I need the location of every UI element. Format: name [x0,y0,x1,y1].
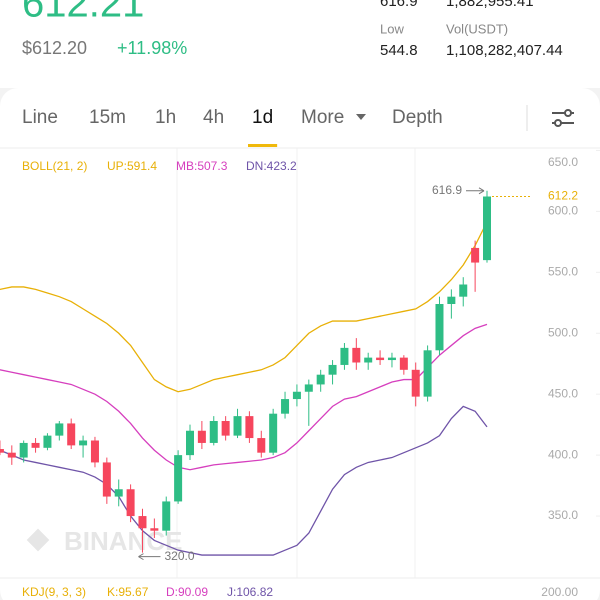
candle-body [102,462,111,497]
candle-body [435,304,444,351]
candle-body [221,421,230,436]
candle-body [257,438,266,453]
indicator-legend: UP:591.4 [107,159,157,173]
max-price-label: 616.9 [432,183,462,197]
candle-body [126,489,135,517]
candle-body [138,516,147,529]
candle-body [79,440,88,446]
stat-volume-base: 1,882,955.41 [446,0,534,10]
candle-body [471,247,480,263]
candle-body [292,391,301,400]
y-tick-label: 650.0 [548,155,578,169]
candle-body [114,489,123,497]
tab[interactable]: Line [22,107,58,128]
candle-body [352,347,361,363]
tab[interactable]: 1h [155,107,176,128]
y-tick-label: 450.0 [548,386,578,400]
stat-label: Vol(USDT) [446,21,508,36]
candle-body [186,430,194,456]
candle-body [174,455,183,502]
y-tick-label: 400.0 [548,447,578,461]
candle-body [281,399,290,414]
sub-indicator-legend: K:95.67 [107,585,149,599]
indicator-legend: MB:507.3 [176,159,228,173]
tab[interactable]: 4h [203,107,224,128]
active-tab-underline [248,144,278,147]
sub-indicator-legend: J:106.82 [227,585,273,599]
candle-body [67,423,76,446]
candle-body [447,296,456,304]
dropdown-caret [356,114,366,120]
bollinger-band [0,323,488,471]
candle-body [31,442,40,448]
candle-body [376,357,385,361]
settings-icon[interactable] [552,109,574,127]
candle-body [399,357,408,370]
sub-indicator-legend: KDJ(9, 3, 3) [22,585,86,599]
candle-body [423,350,432,397]
max-arrow-head [478,187,485,195]
price-usd: $612.20 [22,38,87,58]
candle-body [197,430,206,443]
indicator-legend: DN:423.2 [246,159,297,173]
candle-body [209,421,218,443]
current-price-label: 612.2 [548,189,578,203]
candle-body [43,435,52,448]
indicator-legend: BOLL(21, 2) [22,159,87,173]
candle-body [55,423,64,436]
candle-body [269,413,278,453]
candle-body [0,449,4,453]
candle-body [7,452,16,458]
watermark: BINANCE [64,526,182,556]
min-arrow-head [138,553,144,561]
candle-body [150,528,159,531]
candle-body [328,364,337,375]
candle-body [233,416,242,436]
y-tick-label: 600.0 [548,204,578,218]
bollinger-band [0,221,488,393]
candle-body [459,284,468,297]
last-price: 612.21 [22,0,144,26]
price-change: +11.98% [117,38,187,58]
candle-body [364,357,373,363]
stat-high: 616.9 [380,0,418,10]
candle-body [411,369,420,397]
sub-indicator-legend: D:90.09 [166,585,208,599]
min-price-label: 320.0 [164,549,194,563]
stat-low: 544.8 [380,42,418,59]
candle-body [304,384,313,392]
candle-body [19,442,28,458]
y-tick-label: 350.0 [548,508,578,522]
stat-label: Low [380,21,404,36]
candle-body [340,347,349,365]
tab[interactable]: More [301,107,344,128]
tab[interactable]: 1d [252,107,273,128]
y-tick-label: 550.0 [548,264,578,278]
bollinger-band [0,405,488,556]
stat-volume: 1,108,282,407.44 [446,42,563,59]
sub-tick-label: 200.00 [541,585,578,599]
header-bg [0,0,600,88]
candle-body [387,357,396,361]
candle-body [483,196,491,261]
y-tick-label: 500.0 [548,325,578,339]
panel-bg [0,88,600,600]
candle-body [245,416,254,439]
tab[interactable]: 15m [89,107,126,128]
grid-vertical [176,148,416,578]
candle-body [162,501,171,531]
tab[interactable]: Depth [392,107,443,128]
candle-body [90,440,99,463]
candle-body [316,374,325,385]
